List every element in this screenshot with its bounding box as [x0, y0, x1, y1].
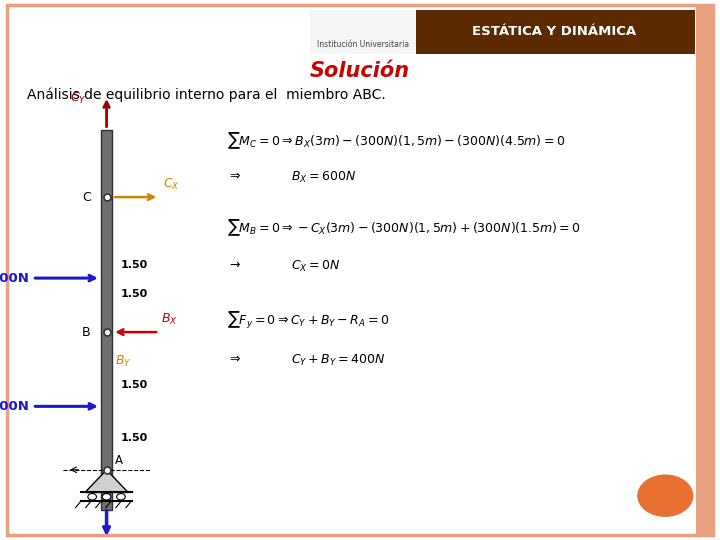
Text: 1.50: 1.50 — [121, 433, 148, 443]
Text: 1.50: 1.50 — [121, 260, 148, 269]
Text: $\sum M_C = 0 \Rightarrow B_X(3m)-(300N)(1,5m)-(300N)(4.5m)=0$: $\sum M_C = 0 \Rightarrow B_X(3m)-(300N)… — [227, 130, 565, 151]
Bar — [101, 130, 112, 510]
Circle shape — [638, 475, 693, 516]
Text: $C_Y$: $C_Y$ — [70, 91, 86, 106]
Text: $C_X$: $C_X$ — [163, 177, 179, 192]
Text: Solución: Solución — [310, 61, 410, 82]
Text: A: A — [115, 454, 123, 467]
Text: 1.50: 1.50 — [121, 289, 148, 299]
Text: $B_Y$: $B_Y$ — [115, 354, 132, 369]
Text: $\Rightarrow \qquad\qquad C_Y + B_Y = 400N$: $\Rightarrow \qquad\qquad C_Y + B_Y = 40… — [227, 353, 385, 368]
Text: $B_X$: $B_X$ — [161, 312, 178, 327]
Text: 300N: 300N — [0, 272, 29, 285]
Text: 300N: 300N — [0, 400, 29, 413]
Text: B: B — [82, 326, 91, 339]
Polygon shape — [85, 470, 128, 492]
Text: $\sum M_B = 0 \Rightarrow -C_X(3m)-(300N)(1,5m)+(300N)(1.5m)=0$: $\sum M_B = 0 \Rightarrow -C_X(3m)-(300N… — [227, 218, 580, 238]
Bar — [414, 10, 695, 54]
Bar — [696, 5, 713, 535]
Text: $\rightarrow \qquad\qquad C_X = 0N$: $\rightarrow \qquad\qquad C_X = 0N$ — [227, 259, 341, 274]
Text: C: C — [82, 191, 91, 204]
Circle shape — [102, 494, 111, 500]
Text: $\Rightarrow \qquad\qquad B_X = 600N$: $\Rightarrow \qquad\qquad B_X = 600N$ — [227, 170, 356, 185]
Text: Institución Universitaria: Institución Universitaria — [317, 40, 409, 49]
Text: ESTÁTICA Y DINÁMICA: ESTÁTICA Y DINÁMICA — [472, 25, 636, 38]
Bar — [310, 10, 416, 54]
FancyBboxPatch shape — [7, 5, 713, 535]
Text: Análisis de equilibrio interno para el  miembro ABC.: Análisis de equilibrio interno para el m… — [27, 87, 386, 102]
Circle shape — [117, 494, 125, 500]
Text: $\sum F_y = 0 \Rightarrow C_Y + B_Y - R_A = 0$: $\sum F_y = 0 \Rightarrow C_Y + B_Y - R_… — [227, 310, 389, 330]
Text: 1.50: 1.50 — [121, 380, 148, 390]
Circle shape — [88, 494, 96, 500]
